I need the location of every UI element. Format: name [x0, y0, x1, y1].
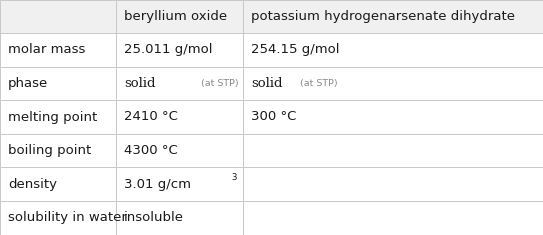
- Bar: [116, 167, 243, 201]
- Bar: [243, 100, 543, 134]
- Text: boiling point: boiling point: [8, 144, 91, 157]
- Text: insoluble: insoluble: [124, 211, 184, 224]
- Text: 300 °C: 300 °C: [251, 110, 296, 124]
- Bar: [116, 0, 243, 33]
- Text: density: density: [8, 178, 57, 191]
- Bar: [243, 67, 543, 100]
- Text: molar mass: molar mass: [8, 43, 85, 56]
- Text: phase: phase: [8, 77, 48, 90]
- Bar: [0, 134, 116, 167]
- Bar: [116, 134, 243, 167]
- Text: beryllium oxide: beryllium oxide: [124, 10, 227, 23]
- Text: potassium hydrogenarsenate dihydrate: potassium hydrogenarsenate dihydrate: [251, 10, 515, 23]
- Bar: [0, 33, 116, 67]
- Bar: [243, 33, 543, 67]
- Bar: [243, 0, 543, 33]
- Bar: [116, 67, 243, 100]
- Bar: [0, 67, 116, 100]
- Text: melting point: melting point: [8, 110, 97, 124]
- Text: solid: solid: [124, 77, 155, 90]
- Bar: [0, 100, 116, 134]
- Bar: [116, 201, 243, 235]
- Bar: [243, 167, 543, 201]
- Text: 4300 °C: 4300 °C: [124, 144, 178, 157]
- Bar: [0, 0, 116, 33]
- Text: 2410 °C: 2410 °C: [124, 110, 178, 124]
- Text: 3.01 g/cm: 3.01 g/cm: [124, 178, 191, 191]
- Bar: [0, 201, 116, 235]
- Text: 25.011 g/mol: 25.011 g/mol: [124, 43, 212, 56]
- Bar: [243, 201, 543, 235]
- Text: solubility in water: solubility in water: [8, 211, 127, 224]
- Bar: [0, 167, 116, 201]
- Bar: [243, 134, 543, 167]
- Text: 254.15 g/mol: 254.15 g/mol: [251, 43, 339, 56]
- Text: solid: solid: [251, 77, 282, 90]
- Text: (at STP): (at STP): [195, 79, 239, 88]
- Text: 3: 3: [231, 173, 236, 182]
- Bar: [116, 33, 243, 67]
- Text: (at STP): (at STP): [294, 79, 338, 88]
- Bar: [116, 100, 243, 134]
